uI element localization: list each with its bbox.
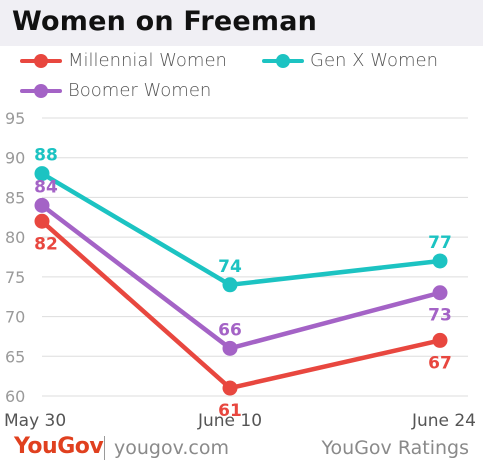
y-tick-label: 65	[5, 347, 25, 366]
legend-dot	[34, 53, 48, 68]
data-point	[34, 166, 50, 182]
chart-title: Women on Freeman	[12, 6, 318, 37]
legend-label-boomer: Boomer Women	[68, 80, 212, 101]
footer-ratings: YouGov Ratings	[321, 437, 469, 459]
data-label: 61	[218, 401, 242, 421]
y-tick-label: 95	[5, 109, 25, 128]
legend-swatch-boomer	[18, 81, 64, 101]
data-point	[432, 332, 448, 348]
data-label: 84	[34, 177, 58, 197]
data-point	[432, 285, 448, 301]
legend-swatch-millennial	[18, 51, 64, 71]
x-tick-label: June 24	[411, 411, 476, 431]
data-label: 66	[218, 320, 242, 340]
legend-dot	[34, 83, 48, 98]
data-point	[222, 340, 238, 356]
series-line	[39, 219, 443, 391]
footer-site-link[interactable]: yougov.com	[114, 437, 229, 459]
y-tick-label: 70	[5, 308, 25, 327]
data-point	[222, 277, 238, 293]
legend-item-boomer[interactable]: Boomer Women	[18, 80, 211, 101]
data-label: 82	[34, 234, 58, 254]
data-label: 77	[428, 233, 452, 253]
y-tick-label: 75	[5, 268, 25, 287]
legend-swatch-genx	[260, 51, 306, 71]
legend-dot	[276, 53, 290, 68]
legend-label-genx: Gen X Women	[310, 50, 438, 71]
legend-item-genx[interactable]: Gen X Women	[260, 50, 438, 71]
title-bar: Women on Freeman	[0, 0, 483, 46]
x-tick-label: June 10	[197, 411, 262, 431]
y-tick-label: 90	[5, 149, 25, 168]
data-point	[432, 253, 448, 269]
data-point	[34, 197, 50, 213]
footer-divider	[104, 436, 105, 460]
data-label: 74	[218, 257, 242, 277]
x-tick-label: May 30	[4, 411, 66, 431]
y-tick-label: 85	[5, 188, 25, 207]
y-tick-label: 60	[5, 387, 25, 406]
chart-legend: Millennial Women Gen X Women Boomer Wome…	[0, 50, 483, 110]
data-label: 88	[34, 146, 58, 166]
data-point	[34, 213, 50, 229]
y-tick-label: 80	[5, 228, 25, 247]
data-point	[222, 380, 238, 396]
legend-label-millennial: Millennial Women	[68, 50, 227, 71]
data-label: 67	[428, 353, 452, 373]
legend-item-millennial[interactable]: Millennial Women	[18, 50, 227, 71]
data-label: 73	[428, 306, 452, 326]
yougov-logo: YouGov	[14, 434, 104, 459]
